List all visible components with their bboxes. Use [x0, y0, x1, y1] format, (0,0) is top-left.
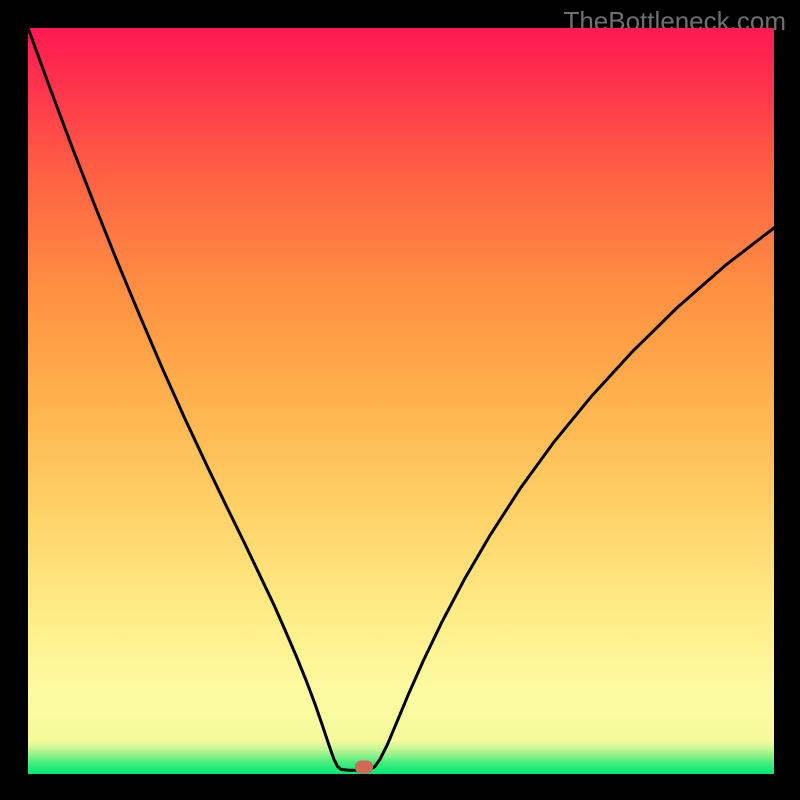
minimum-marker — [355, 760, 373, 773]
bottleneck-chart — [28, 28, 774, 774]
chart-background-gradient — [28, 28, 774, 774]
chart-frame: TheBottleneck.com — [0, 0, 800, 800]
